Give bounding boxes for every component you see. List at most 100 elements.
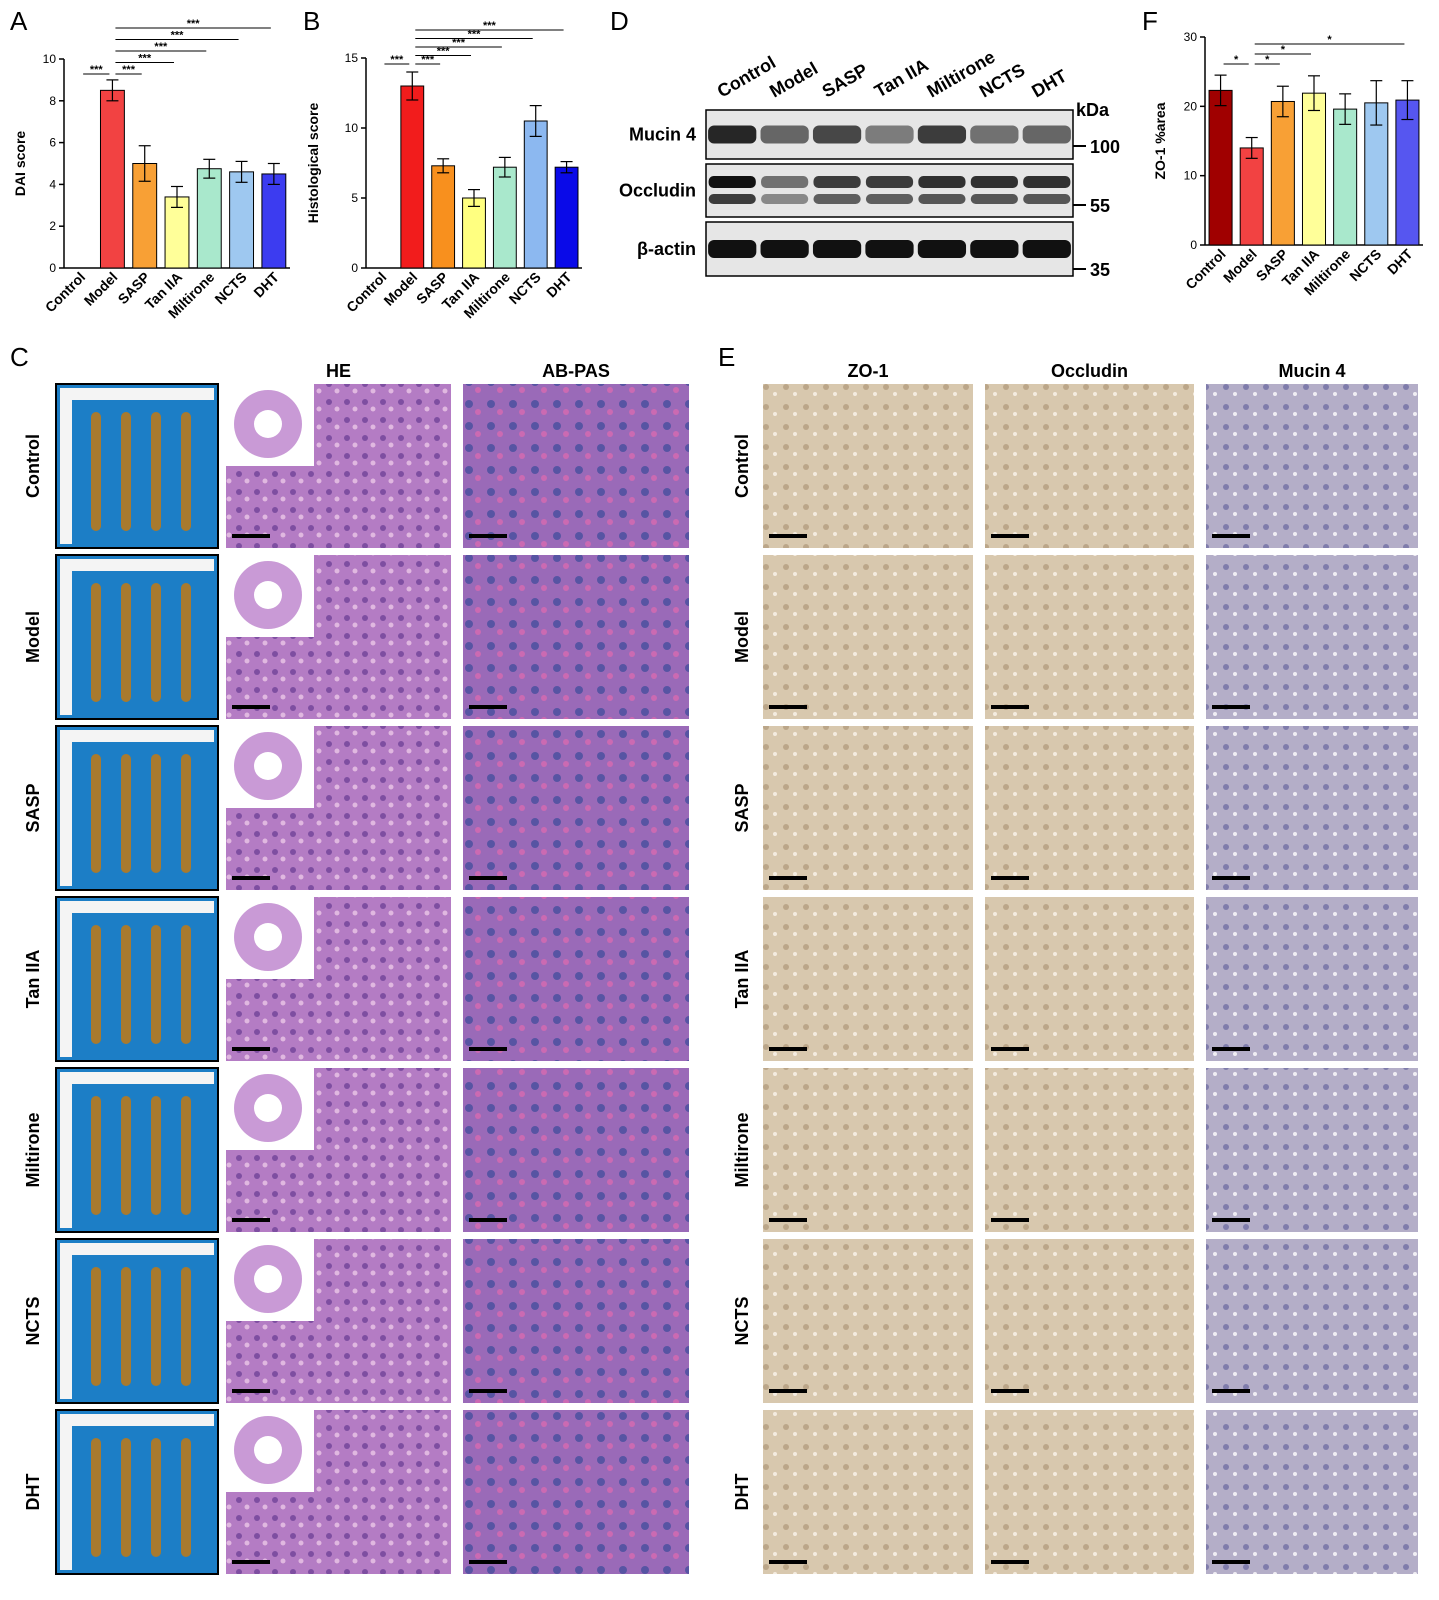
colon-specimen — [91, 1438, 101, 1557]
bar — [1270, 100, 1295, 246]
micrograph — [763, 726, 973, 890]
inset-lumen — [254, 923, 282, 951]
error-bar — [1370, 80, 1383, 126]
colon-specimen — [151, 754, 161, 873]
significance-label: *** — [483, 20, 497, 32]
colon-specimen — [121, 1438, 131, 1557]
micrograph — [1206, 384, 1418, 548]
colon-specimen — [121, 1267, 131, 1386]
colon-specimen — [151, 1438, 161, 1557]
colon-specimen — [121, 412, 131, 531]
significance-label: *** — [171, 30, 185, 42]
significance-label: *** — [421, 54, 435, 66]
significance-label: *** — [90, 64, 104, 76]
marker-label: 55 — [1090, 196, 1110, 216]
inset-lumen — [254, 752, 282, 780]
error-bar — [529, 104, 542, 137]
y-tick-label: 2 — [49, 219, 56, 233]
bar — [554, 166, 579, 269]
x-tick-label: DHT — [250, 268, 282, 300]
column-header: AB-PAS — [542, 361, 610, 381]
blot-band — [813, 194, 861, 204]
micrograph — [55, 554, 219, 720]
bar — [261, 173, 287, 269]
ruler — [60, 901, 214, 913]
ruler — [60, 1243, 72, 1399]
column-header: Occludin — [1051, 361, 1128, 381]
column-header: HE — [326, 361, 351, 381]
panel-label: D — [610, 6, 629, 36]
micrograph — [55, 383, 219, 549]
row-label: Control — [732, 434, 752, 498]
significance-label: *** — [187, 18, 201, 30]
micrograph — [985, 897, 1194, 1061]
panel-label: F — [1142, 6, 1158, 36]
micrograph — [463, 555, 689, 719]
error-bar — [267, 162, 280, 185]
blot-band — [760, 240, 809, 258]
bar — [1239, 147, 1264, 246]
y-axis-label: DAI score — [12, 131, 28, 197]
y-tick-label: 0 — [49, 261, 56, 275]
significance-label: * — [1281, 44, 1286, 56]
y-axis-label: ZO-1 %area — [1152, 102, 1168, 179]
protein-label: β-actin — [637, 239, 696, 259]
ruler — [60, 1414, 72, 1570]
error-bar — [498, 156, 511, 178]
x-tick-label: Control — [42, 269, 89, 316]
inset-lumen — [254, 581, 282, 609]
ruler — [60, 388, 72, 544]
micrograph — [55, 896, 219, 1062]
lane-label: SASP — [819, 60, 871, 102]
ruler — [60, 730, 214, 742]
marker-label: 35 — [1090, 260, 1110, 280]
micrograph — [1206, 1239, 1418, 1403]
x-tick-label: DHT — [1384, 245, 1416, 277]
row-label: DHT — [23, 1474, 43, 1511]
row-label: Model — [732, 611, 752, 663]
protein-label: Occludin — [619, 181, 696, 201]
micrograph — [985, 1068, 1194, 1232]
marker-label: 100 — [1090, 137, 1120, 157]
blot-band — [970, 240, 1019, 258]
blot-band — [812, 240, 862, 258]
row-label: Tan IIA — [23, 950, 43, 1009]
row-label: NCTS — [23, 1297, 43, 1346]
micrograph — [55, 725, 219, 891]
blot-band — [970, 176, 1018, 188]
blot-band — [1023, 194, 1071, 204]
colon-specimen — [91, 925, 101, 1044]
lane-label: DHT — [1028, 66, 1070, 102]
blot-band — [865, 176, 914, 188]
y-tick-label: 0 — [1190, 238, 1197, 252]
inset-lumen — [254, 1094, 282, 1122]
panel-label: C — [10, 342, 29, 372]
row-label: SASP — [732, 783, 752, 832]
micrograph — [55, 1238, 219, 1404]
significance-label: *** — [390, 54, 404, 66]
micrograph — [463, 897, 689, 1061]
row-label: NCTS — [732, 1297, 752, 1346]
x-tick-label: Model — [1220, 246, 1260, 286]
significance-label: *** — [154, 41, 168, 53]
x-tick-label: Model — [380, 269, 420, 309]
protein-label: Mucin 4 — [629, 125, 696, 145]
colon-specimen — [121, 583, 131, 702]
x-tick-label: NCTS — [506, 269, 544, 307]
blot-band — [865, 194, 914, 204]
blot-band — [708, 176, 756, 188]
y-tick-label: 20 — [1184, 99, 1198, 113]
x-tick-label: Model — [81, 269, 121, 309]
colon-specimen — [181, 754, 191, 873]
micrograph — [985, 384, 1194, 548]
x-tick-label: Control — [343, 269, 390, 316]
bar — [99, 89, 125, 269]
y-tick-label: 5 — [351, 191, 358, 205]
panel-label: E — [718, 342, 735, 372]
colon-specimen — [91, 754, 101, 873]
colon-specimen — [91, 583, 101, 702]
significance-label: * — [1327, 34, 1332, 46]
blot-band — [1022, 125, 1071, 144]
colon-specimen — [181, 1267, 191, 1386]
